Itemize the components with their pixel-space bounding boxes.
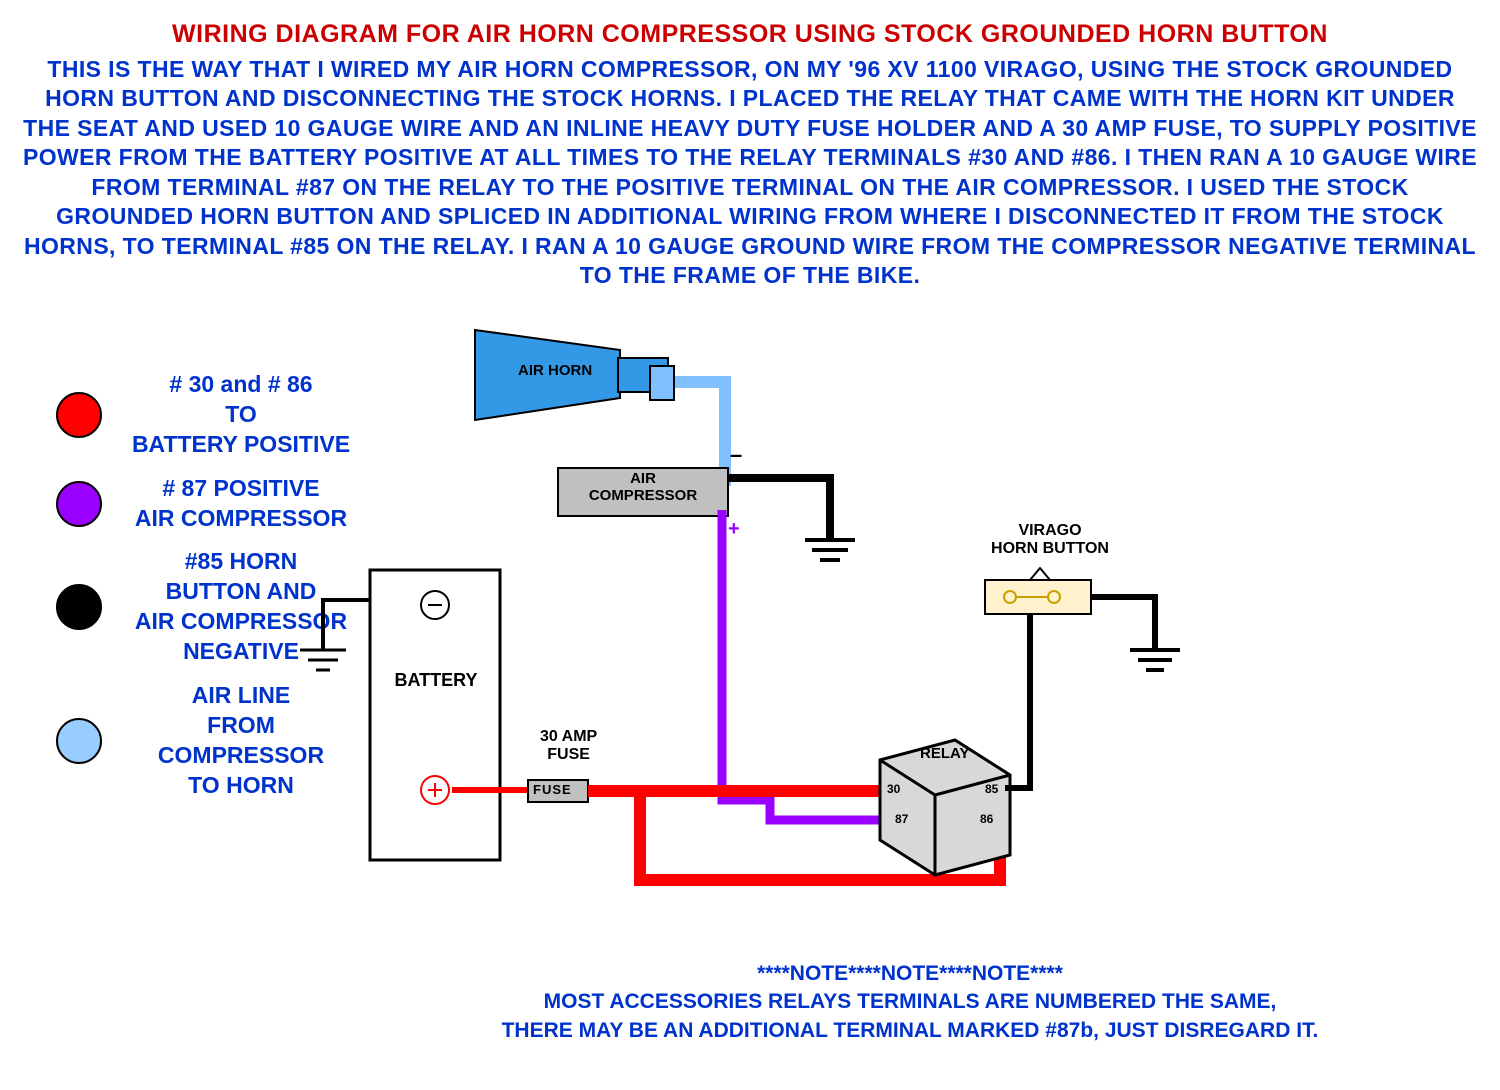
legend-text-airline: AIR LINE FROM COMPRESSOR TO HORN <box>122 681 360 801</box>
diagram-title: WIRING DIAGRAM FOR AIR HORN COMPRESSOR U… <box>0 0 1500 49</box>
label-fuse-title: 30 AMP FUSE <box>540 728 597 764</box>
battery-shape <box>370 570 500 860</box>
legend-item-airline: AIR LINE FROM COMPRESSOR TO HORN <box>40 681 360 801</box>
label-relay-85: 85 <box>985 782 998 796</box>
legend-dot-purple <box>56 481 102 527</box>
note-block: ****NOTE****NOTE****NOTE**** MOST ACCESS… <box>360 960 1460 1045</box>
label-fuse: FUSE <box>533 782 572 797</box>
legend-item-red: # 30 and # 86 TO BATTERY POSITIVE <box>40 370 360 460</box>
diagram-description: THIS IS THE WAY THAT I WIRED MY AIR HORN… <box>0 49 1500 291</box>
wire-airline <box>660 382 725 480</box>
legend-dot-red <box>56 392 102 438</box>
wire-compressor-ground <box>728 478 830 540</box>
label-minus: – <box>730 442 742 468</box>
legend-text-red: # 30 and # 86 TO BATTERY POSITIVE <box>122 370 360 460</box>
wire-black-85-to-button <box>1005 598 1030 788</box>
label-relay-87: 87 <box>895 812 908 826</box>
legend-dot-airline <box>56 718 102 764</box>
label-relay-30: 30 <box>887 782 900 796</box>
legend-text-black: #85 HORN BUTTON AND AIR COMPRESSOR NEGAT… <box>122 547 360 667</box>
legend-item-black: #85 HORN BUTTON AND AIR COMPRESSOR NEGAT… <box>40 547 360 667</box>
legend: # 30 and # 86 TO BATTERY POSITIVE # 87 P… <box>40 370 360 815</box>
legend-text-purple: # 87 POSITIVE AIR COMPRESSOR <box>122 474 360 534</box>
note-line3: THERE MAY BE AN ADDITIONAL TERMINAL MARK… <box>360 1017 1460 1045</box>
label-horn-button: VIRAGO HORN BUTTON <box>985 522 1115 558</box>
wire-red-branch-86 <box>640 791 1000 880</box>
label-relay-86: 86 <box>980 812 993 826</box>
wire-button-ground <box>1091 597 1155 650</box>
wire-purple-87 <box>722 510 893 820</box>
note-line2: MOST ACCESSORIES RELAYS TERMINALS ARE NU… <box>360 988 1460 1016</box>
label-air-horn: AIR HORN <box>518 362 592 379</box>
horn-button-shape <box>985 580 1091 614</box>
legend-dot-black <box>56 584 102 630</box>
label-battery: BATTERY <box>376 670 496 691</box>
ground-symbol-compressor <box>805 540 855 560</box>
legend-item-purple: # 87 POSITIVE AIR COMPRESSOR <box>40 474 360 534</box>
label-air-compressor: AIR COMPRESSOR <box>563 470 723 504</box>
label-plus: + <box>728 518 740 541</box>
note-line1: ****NOTE****NOTE****NOTE**** <box>360 960 1460 988</box>
ground-symbol-button <box>1130 650 1180 670</box>
label-relay: RELAY <box>920 745 969 762</box>
